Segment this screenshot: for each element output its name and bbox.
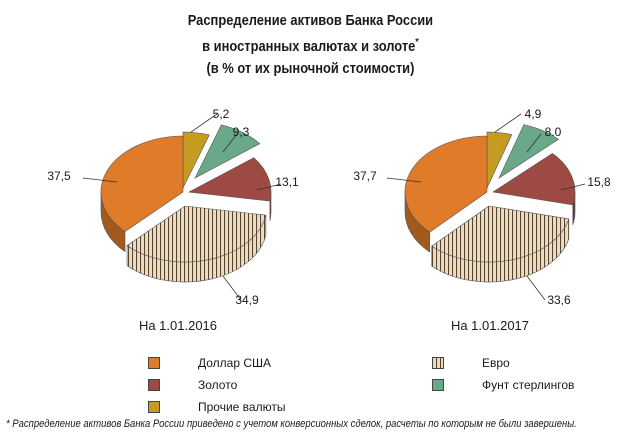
leader-line-gold [560,183,586,191]
legend-gbp-label: Фунт стерлингов [482,378,575,392]
leader-line-eur [526,275,546,301]
slice-gold [188,157,272,202]
title-line-2: в иностранных валютах и золоте* [43,32,577,58]
legend-gbp-swatch [432,379,444,391]
value-label-gold: 13,1 [275,175,299,189]
pie-date-label: На 1.01.2017 [451,318,529,333]
legend-gbp: Фунт стерлингов [432,378,574,392]
title-line-1: Распределение активов Банка России [187,12,434,29]
value-label-usd: 37,5 [47,169,71,183]
slice-gbp [498,124,559,179]
leader-line-other-currencies [190,113,218,133]
legend-gold-label: Золото [198,378,238,392]
slice-usd [404,135,488,233]
leader-line-gold [256,183,282,191]
legend-eur-swatch [432,357,444,369]
leader-line-usd [82,177,118,183]
legend-usd-swatch [148,357,160,369]
leader-line-gbp [222,133,238,153]
leader-line-eur [222,275,242,301]
legend-gold-swatch [148,379,160,391]
legend-other-swatch [148,401,160,413]
legend-eur-label: Евро [482,356,510,370]
value-label-eur: 34,9 [235,293,259,307]
pie-date-label: На 1.01.2016 [139,318,217,333]
leader-line-usd [386,177,422,183]
value-label-other-currencies: 4,9 [525,107,542,121]
value-label-usd: 37,7 [353,169,377,183]
slice-eur [126,205,267,263]
value-label-eur: 33,6 [547,293,571,307]
title-line-2-text: в иностранных валютах и золоте [202,38,416,55]
legend-usd: Доллар США [148,356,271,370]
value-label-gbp: 8.0 [545,125,562,139]
leader-line-gbp [526,133,542,153]
legend-other-label: Прочие валюты [198,400,286,414]
legend-eur: Евро [432,356,510,370]
legend-other: Прочие валюты [148,400,285,414]
value-label-other-currencies: 5,2 [213,107,230,121]
value-label-gold: 15,8 [587,175,611,189]
slice-gbp [194,124,261,179]
slice-other-currencies [486,131,513,189]
slice-other-currencies [182,131,210,189]
chart-title: Распределение активов Банка России в ино… [43,10,577,80]
legend-usd-label: Доллар США [198,356,272,370]
footnote: * Распределение активов Банка России при… [6,418,577,430]
slice-eur [431,205,570,263]
legend-gold: Золото [148,378,237,392]
slice-usd [100,135,184,232]
title-line-3: (в % от их рыночной стоимости) [206,60,415,77]
value-label-gbp: 9,3 [233,125,250,139]
pie-2017: 4,98.0 15,8 33,6 37,7 На 1.01.2017 [353,107,611,333]
slice-gold [492,153,576,206]
title-footnote-mark: * [415,37,419,48]
pie-2016: 5,29,3 13,1 34,9 37,5 На 1.01.2016 [47,107,299,333]
leader-line-other-currencies [494,113,522,133]
